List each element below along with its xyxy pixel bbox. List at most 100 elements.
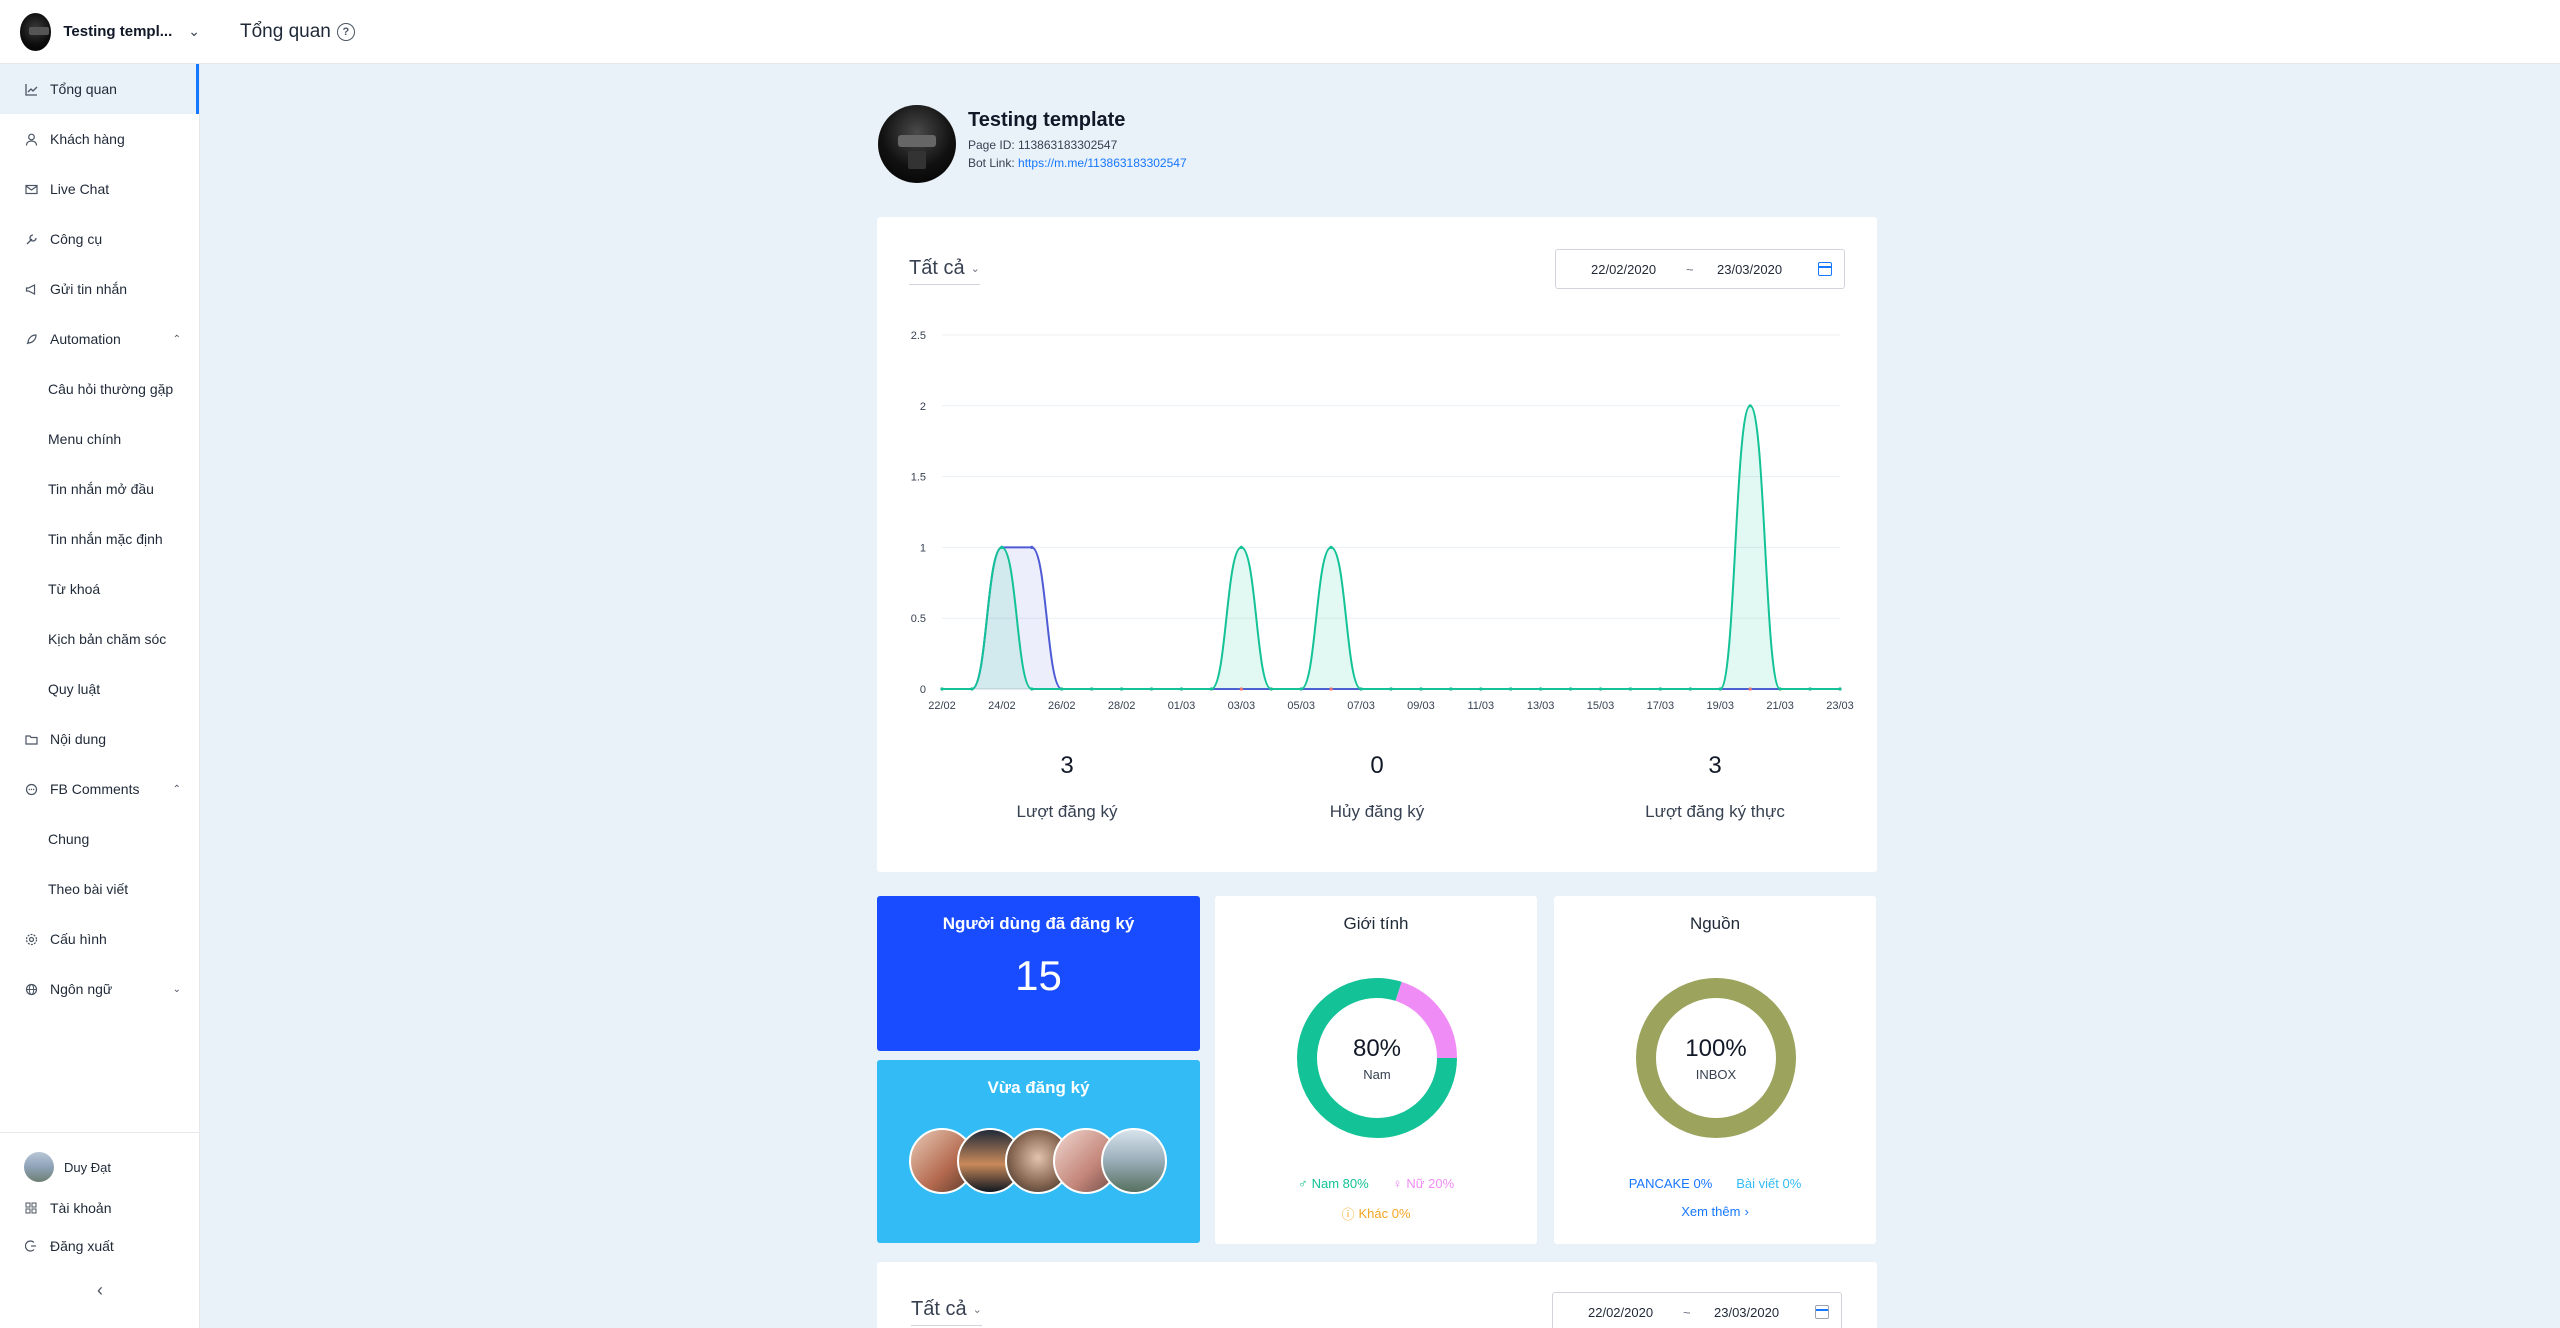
- card-title: Người dùng đã đăng ký: [942, 914, 1135, 933]
- data-point: [1389, 687, 1393, 691]
- date-to[interactable]: 23/03/2020: [1714, 1304, 1780, 1320]
- legend-female: ♀ Nữ 20%: [1393, 1176, 1454, 1191]
- legend-post: Bài viết 0%: [1736, 1176, 1802, 1191]
- series-area: [942, 405, 1840, 689]
- donut-center: 80% Nam: [1295, 976, 1459, 1140]
- y-tick-label: 0: [920, 684, 926, 696]
- donut-label: Nam: [1363, 1066, 1391, 1082]
- sidebar-item-live-chat[interactable]: Live Chat: [0, 164, 199, 214]
- stat-value: 3: [1060, 752, 1074, 779]
- current-user[interactable]: Duy Đạt: [0, 1145, 200, 1189]
- page-id-value: 113863183302547: [1018, 138, 1118, 152]
- date-range-picker[interactable]: 22/02/2020 ~ 23/03/2020: [1555, 249, 1845, 289]
- chevron-down-icon: ⌄: [172, 983, 181, 995]
- calendar-icon[interactable]: [1815, 1305, 1829, 1319]
- gender-legend: ♂ Nam 80% ♀ Nữ 20%: [1215, 1176, 1537, 1191]
- x-tick-label: 24/02: [988, 700, 1016, 712]
- logout-link[interactable]: Đăng xuất: [0, 1227, 200, 1265]
- page-avatar: [878, 105, 956, 183]
- sidebar-subitem-default-message[interactable]: Tin nhắn mặc định: [48, 531, 163, 547]
- y-tick-label: 2.5: [911, 330, 926, 342]
- folder-icon: [24, 732, 38, 746]
- date-to[interactable]: 23/03/2020: [1717, 261, 1783, 277]
- sidebar-item-language[interactable]: Ngôn ngữ ⌄: [0, 964, 199, 1014]
- registered-count: 15: [1015, 952, 1062, 999]
- sidebar-subitem-general[interactable]: Chung: [48, 831, 90, 847]
- date-from[interactable]: 22/02/2020: [1588, 1304, 1654, 1320]
- account-label: Tài khoản: [50, 1200, 112, 1216]
- data-point: [1658, 687, 1662, 691]
- sidebar-subitem-care-script[interactable]: Kịch bản chăm sóc: [48, 631, 167, 647]
- sidebar-item-label: Cấu hình: [50, 931, 107, 947]
- page-title-text: Tổng quan: [240, 20, 331, 42]
- filter-select[interactable]: Tất cả ⌄: [911, 1298, 982, 1326]
- data-point: [1718, 687, 1722, 691]
- date-separator: ~: [1686, 261, 1694, 277]
- question-icon: ⓘ: [1341, 1207, 1355, 1222]
- sidebar-item-label: Khách hàng: [50, 131, 125, 147]
- collapse-sidebar-icon[interactable]: ‹: [97, 1280, 103, 1300]
- sidebar: Tổng quan Khách hàng Live Chat Công cụ G…: [0, 64, 200, 1328]
- sidebar-item-customers[interactable]: Khách hàng: [0, 114, 199, 164]
- female-slice: [1297, 978, 1457, 1138]
- data-point: [1598, 687, 1603, 691]
- see-more-link[interactable]: Xem thêm ›: [1681, 1204, 1749, 1219]
- sidebar-subitem-by-post[interactable]: Theo bài viết: [48, 881, 129, 897]
- data-point: [1808, 687, 1812, 691]
- sidebar-item-tools[interactable]: Công cụ: [0, 214, 199, 264]
- stat-value: 0: [1370, 752, 1384, 779]
- data-point: [1060, 687, 1064, 691]
- data-point: [1479, 687, 1483, 691]
- sidebar-item-settings[interactable]: Cấu hình: [0, 914, 199, 964]
- page-id: Page ID: 113863183302547: [968, 138, 1187, 152]
- page-switcher[interactable]: Testing templ... ⌄: [0, 0, 200, 64]
- sidebar-item-content[interactable]: Nội dung: [0, 714, 199, 764]
- gender-donut-chart: [1297, 978, 1457, 1138]
- data-point: [1359, 687, 1363, 691]
- data-point: [1539, 687, 1543, 691]
- sidebar-subitem-keywords[interactable]: Từ khoá: [48, 581, 101, 597]
- filter-select[interactable]: Tất cả ⌄: [909, 257, 980, 285]
- sidebar-subitem-rules[interactable]: Quy luật: [48, 681, 101, 697]
- page-avatar: [20, 12, 52, 51]
- calendar-icon[interactable]: [1818, 262, 1832, 276]
- data-point: [1030, 687, 1034, 691]
- chevron-down-icon: ⌄: [188, 23, 200, 39]
- stat-subscribes: 3 Lượt đăng ký: [917, 752, 1217, 822]
- grid-icon: [24, 1201, 38, 1215]
- date-from[interactable]: 22/02/2020: [1591, 261, 1657, 277]
- avatar[interactable]: [1101, 1128, 1167, 1194]
- sidebar-subitem-faq[interactable]: Câu hỏi thường gặp: [48, 381, 174, 397]
- sidebar-item-label: Tổng quan: [50, 81, 117, 97]
- recent-subscribers-card: Vừa đăng ký: [877, 1060, 1200, 1243]
- data-point: [970, 687, 974, 691]
- logout-label: Đăng xuất: [50, 1238, 114, 1254]
- data-point: [1778, 687, 1782, 691]
- x-tick-label: 26/02: [1048, 700, 1076, 712]
- help-icon[interactable]: ?: [336, 22, 355, 41]
- sidebar-item-overview[interactable]: Tổng quan: [0, 64, 199, 114]
- chevron-down-icon: ⌄: [972, 1304, 982, 1316]
- x-tick-label: 05/03: [1287, 700, 1315, 712]
- x-tick-label: 28/02: [1108, 700, 1136, 712]
- data-point: [1748, 687, 1752, 691]
- inbox-slice: [1636, 978, 1796, 1138]
- sidebar-item-broadcast[interactable]: Gửi tin nhắn: [0, 264, 199, 314]
- chevron-up-icon: ⌃: [172, 333, 181, 345]
- x-tick-label: 11/03: [1467, 700, 1494, 712]
- sidebar-item-automation[interactable]: Automation ⌃: [0, 314, 199, 364]
- data-point: [1569, 687, 1573, 691]
- bot-link-url[interactable]: https://m.me/113863183302547: [1018, 156, 1187, 170]
- source-legend: PANCAKE 0% Bài viết 0%: [1554, 1176, 1876, 1191]
- data-point: [1838, 687, 1842, 691]
- card-title: Nguồn: [1689, 914, 1741, 933]
- sidebar-item-fb-comments[interactable]: FB Comments ⌃: [0, 764, 199, 814]
- legend-pancake: PANCAKE 0%: [1628, 1176, 1713, 1191]
- sidebar-subitem-main-menu[interactable]: Menu chính: [48, 431, 122, 447]
- account-link[interactable]: Tài khoản: [0, 1189, 200, 1227]
- sidebar-subitem-welcome-message[interactable]: Tin nhắn mở đầu: [48, 481, 154, 497]
- data-point: [1209, 687, 1213, 691]
- page-id-label: Page ID:: [968, 138, 1015, 152]
- date-range-picker[interactable]: 22/02/2020 ~ 23/03/2020: [1552, 1292, 1842, 1328]
- date-separator: ~: [1683, 1304, 1691, 1320]
